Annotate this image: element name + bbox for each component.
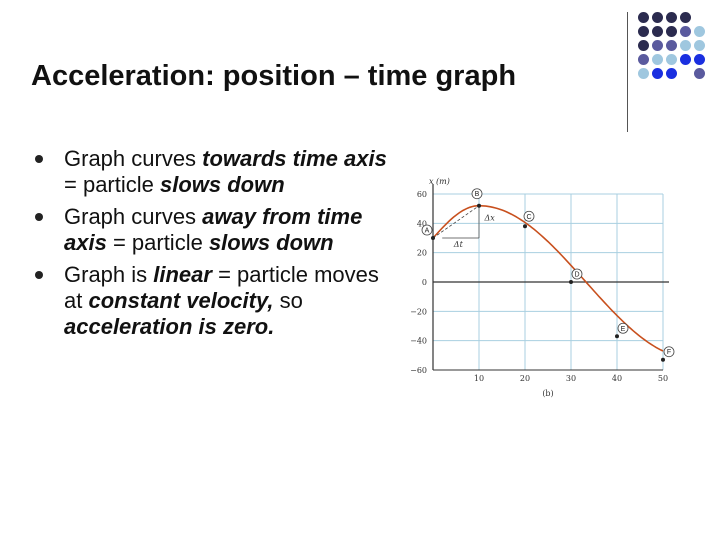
decorative-dot — [694, 68, 705, 79]
point-label: F — [667, 349, 671, 356]
bullet-item: Graph curves towards time axis = particl… — [33, 146, 403, 198]
y-tick-label: 60 — [417, 190, 427, 199]
point-label-ring — [571, 268, 583, 280]
bullet-item: Graph is linear = particle moves at cons… — [33, 262, 403, 340]
bullet-emphasis: constant velocity, — [88, 288, 274, 313]
decorative-dot — [666, 26, 677, 37]
decorative-dot — [680, 12, 691, 23]
data-point-a — [431, 236, 435, 240]
bullet-text: so — [273, 288, 303, 313]
bullet-emphasis: linear — [153, 262, 212, 287]
bullet-text: Graph curves — [64, 146, 203, 171]
data-point-f — [661, 357, 665, 362]
decorative-dot — [680, 26, 691, 37]
decorative-dot — [638, 26, 649, 37]
decorative-dot — [652, 12, 663, 23]
point-label: D — [574, 272, 579, 279]
x-tick-label: 10 — [474, 374, 484, 383]
bullet-emphasis: slows down — [208, 230, 334, 255]
y-tick-label: 40 — [417, 219, 427, 228]
point-label-ring — [421, 224, 433, 236]
x-tick-label: 30 — [566, 374, 576, 383]
bullet-text: = particle moves at — [64, 262, 379, 313]
point-label: C — [526, 214, 531, 221]
bullet-emphasis: acceleration is zero. — [64, 314, 275, 339]
decorative-dot — [652, 26, 663, 37]
decorative-dot — [694, 54, 705, 65]
y-tick-label: 20 — [417, 249, 427, 258]
bullet-text: = particle — [64, 172, 160, 197]
decorative-dot — [652, 68, 663, 79]
data-point-d — [569, 280, 573, 284]
point-label: E — [621, 326, 626, 333]
point-label: B — [475, 191, 480, 198]
figure-caption: (b) — [542, 389, 553, 398]
y-tick-label: −20 — [410, 307, 427, 316]
y-tick-label: 0 — [422, 278, 427, 287]
decorative-dot — [694, 40, 705, 51]
point-label-ring — [663, 346, 675, 358]
decorative-dot — [694, 26, 705, 37]
bullet-list: Graph curves towards time axis = particl… — [33, 146, 403, 346]
data-point-c — [523, 224, 527, 229]
decorative-dot — [638, 12, 649, 23]
decorative-dot — [638, 54, 649, 65]
x-tick-label: 50 — [658, 374, 668, 383]
delta-x-label: Δx — [484, 213, 496, 222]
secant-line — [432, 205, 480, 239]
decorative-dot — [666, 68, 677, 79]
bullet-emphasis: towards time axis — [202, 146, 387, 171]
point-label-ring — [617, 322, 629, 334]
point-label-ring — [523, 210, 535, 222]
decorative-dot — [680, 40, 691, 51]
x-tick-label: 20 — [520, 374, 530, 383]
decorative-dot — [666, 40, 677, 51]
y-tick-label: −40 — [410, 337, 427, 346]
decorative-dot — [638, 68, 649, 79]
y-tick-label: −60 — [410, 366, 427, 375]
decorative-dot — [652, 40, 663, 51]
bullet-item: Graph curves away from time axis = parti… — [33, 204, 403, 256]
y-axis-label: x (m) — [429, 177, 450, 186]
bullet-text: Graph is — [64, 262, 154, 287]
decorative-dot — [666, 54, 677, 65]
data-point-b — [477, 203, 481, 208]
decorative-dot — [680, 54, 691, 65]
bullet-text: = particle — [106, 230, 209, 255]
position-curve — [432, 204, 664, 352]
bullet-emphasis: slows down — [160, 172, 285, 197]
point-label: A — [425, 228, 430, 235]
slide-title: Acceleration: position – time graph — [31, 60, 517, 92]
point-label-ring — [471, 188, 483, 200]
decorative-dot — [652, 54, 663, 65]
x-tick-label: 40 — [612, 374, 622, 383]
decorative-dot — [666, 12, 677, 23]
title-divider — [627, 12, 628, 132]
delta-t-label: Δt — [453, 240, 464, 249]
bullet-emphasis: away from time axis — [64, 204, 363, 255]
data-point-e — [615, 334, 619, 339]
bullet-text: Graph curves — [64, 204, 203, 229]
decorative-dot — [638, 40, 649, 51]
